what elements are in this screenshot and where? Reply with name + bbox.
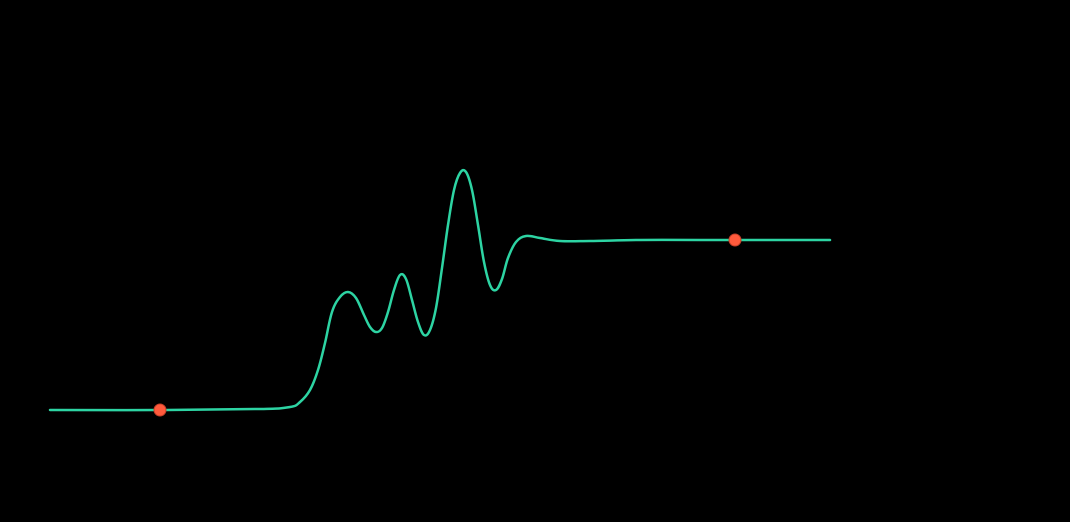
marker-point-1 (729, 234, 741, 246)
signal-chart (0, 0, 1070, 522)
marker-point-0 (154, 404, 166, 416)
chart-background (0, 0, 1070, 522)
